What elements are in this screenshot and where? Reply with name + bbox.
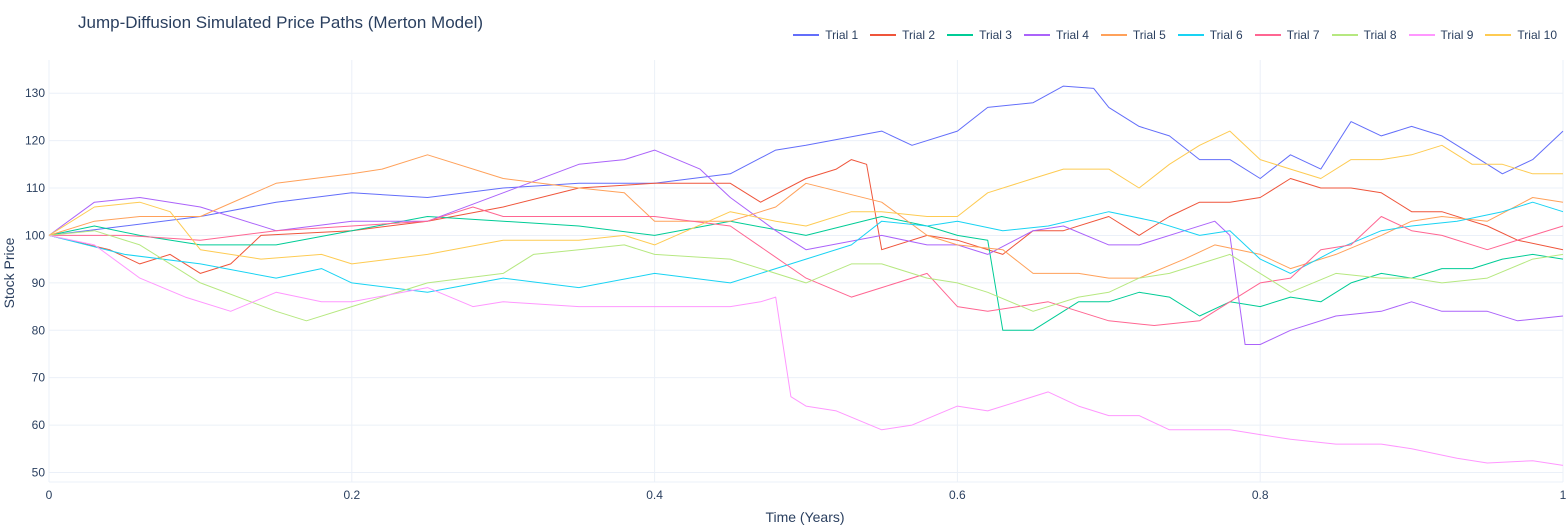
legend-item-trial-3[interactable]: Trial 3 xyxy=(947,28,1012,42)
y-tick-label: 60 xyxy=(32,418,46,432)
series-line-trial-1[interactable] xyxy=(48,85,1564,236)
legend-item-trial-6[interactable]: Trial 6 xyxy=(1177,28,1243,42)
legend-label: Trial 8 xyxy=(1363,28,1397,42)
x-tick-label: 1 xyxy=(1560,488,1567,502)
x-tick-label: 0.8 xyxy=(1252,488,1269,502)
y-tick-label: 80 xyxy=(32,323,46,337)
legend-swatch xyxy=(1331,34,1358,36)
series-lines xyxy=(48,85,1564,466)
legend-label: Trial 1 xyxy=(825,28,859,42)
legend-swatch xyxy=(1485,34,1512,36)
y-tick-label: 50 xyxy=(32,466,46,480)
series-line-trial-5[interactable] xyxy=(48,154,1564,279)
legend-swatch xyxy=(947,34,974,36)
series-line-trial-10[interactable] xyxy=(48,130,1563,265)
x-tick-label: 0 xyxy=(46,488,53,502)
y-tick-label: 120 xyxy=(25,134,45,148)
legend-label: Trial 10 xyxy=(1517,28,1557,42)
series-line-trial-7[interactable] xyxy=(49,206,1564,326)
series-line-trial-9[interactable] xyxy=(48,234,1564,466)
legend-label: Trial 3 xyxy=(979,28,1012,42)
series-line-trial-8[interactable] xyxy=(48,230,1564,322)
legend-label: Trial 4 xyxy=(1055,28,1089,42)
legend-swatch xyxy=(1177,34,1204,36)
legend-label: Trial 7 xyxy=(1286,28,1320,42)
y-tick-label: 130 xyxy=(25,86,45,100)
legend-label: Trial 5 xyxy=(1132,28,1166,42)
legend-item-trial-4[interactable]: Trial 4 xyxy=(1023,28,1089,42)
legend: Trial 1 Trial 2 Trial 3 Trial 4 Trial 5 Trial… xyxy=(781,28,1557,42)
x-tick-label: 0.4 xyxy=(646,488,663,502)
legend-swatch xyxy=(793,34,820,36)
legend-swatch xyxy=(1408,34,1435,36)
legend-item-trial-2[interactable]: Trial 2 xyxy=(870,28,935,42)
y-tick-label: 110 xyxy=(26,181,45,195)
legend-item-trial-8[interactable]: Trial 8 xyxy=(1331,28,1397,42)
series-line-trial-2[interactable] xyxy=(48,159,1564,274)
series-line-trial-6[interactable] xyxy=(48,201,1564,293)
legend-swatch xyxy=(1254,34,1281,36)
x-tick-label: 0.2 xyxy=(343,488,360,502)
legend-label: Trial 2 xyxy=(902,28,936,42)
legend-swatch xyxy=(870,34,897,36)
legend-swatch xyxy=(1023,34,1050,36)
chart-title: Jump-Diffusion Simulated Price Paths (Me… xyxy=(78,13,484,32)
y-tick-label: 70 xyxy=(32,371,46,385)
tick-labels: 50 60 70 80 90 100 110 120 130 0 0.2 0.4 0.6 0.8 1 xyxy=(25,86,1567,502)
series-line-trial-4[interactable] xyxy=(48,149,1564,345)
legend-item-trial-9[interactable]: Trial 9 xyxy=(1408,28,1474,42)
legend-item-trial-5[interactable]: Trial 5 xyxy=(1100,28,1166,42)
legend-item-trial-1[interactable]: Trial 1 xyxy=(793,28,858,42)
legend-label: Trial 9 xyxy=(1440,28,1474,42)
x-axis-title: Time (Years) xyxy=(765,509,844,525)
y-tick-label: 100 xyxy=(25,228,45,242)
y-axis-title: Stock Price xyxy=(1,237,17,308)
y-tick-label: 90 xyxy=(32,276,46,290)
legend-swatch xyxy=(1100,34,1127,36)
legend-item-trial-7[interactable]: Trial 7 xyxy=(1254,28,1320,42)
legend-label: Trial 6 xyxy=(1209,28,1243,42)
legend-item-trial-10[interactable]: Trial 10 xyxy=(1485,28,1557,42)
grid xyxy=(48,60,1564,483)
x-tick-label: 0.6 xyxy=(949,488,966,502)
